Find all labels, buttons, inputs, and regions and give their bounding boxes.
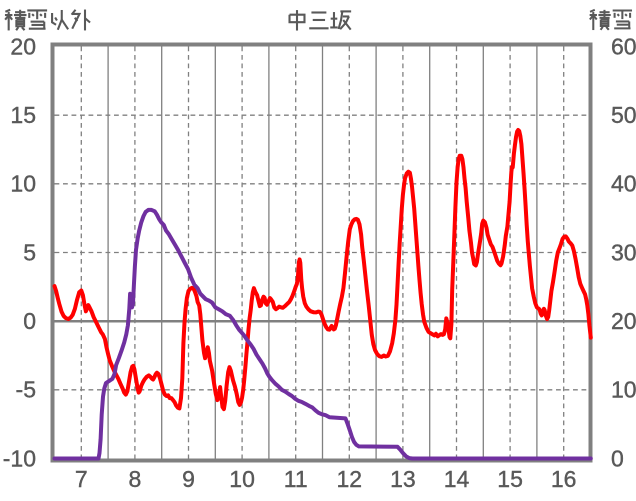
svg-text:13: 13: [390, 466, 416, 492]
svg-text:9: 9: [182, 466, 195, 492]
svg-text:14: 14: [444, 466, 470, 492]
svg-text:30: 30: [611, 239, 636, 265]
svg-text:12: 12: [337, 466, 363, 492]
svg-text:11: 11: [284, 466, 308, 492]
svg-text:16: 16: [551, 466, 577, 492]
svg-text:10: 10: [10, 171, 36, 197]
svg-text:20: 20: [10, 33, 36, 59]
svg-text:60: 60: [611, 33, 636, 59]
svg-text:10: 10: [611, 377, 636, 403]
svg-text:0: 0: [611, 445, 624, 471]
svg-text:8: 8: [129, 466, 142, 492]
svg-text:5: 5: [23, 239, 36, 265]
svg-text:-10: -10: [3, 445, 36, 471]
svg-text:7: 7: [75, 466, 88, 492]
svg-text:15: 15: [497, 466, 523, 492]
svg-text:50: 50: [611, 102, 636, 128]
svg-text:40: 40: [611, 171, 636, 197]
svg-text:20: 20: [611, 308, 636, 334]
svg-text:0: 0: [23, 308, 36, 334]
svg-text:15: 15: [10, 102, 36, 128]
svg-text:10: 10: [229, 466, 255, 492]
svg-text:-5: -5: [16, 377, 36, 403]
